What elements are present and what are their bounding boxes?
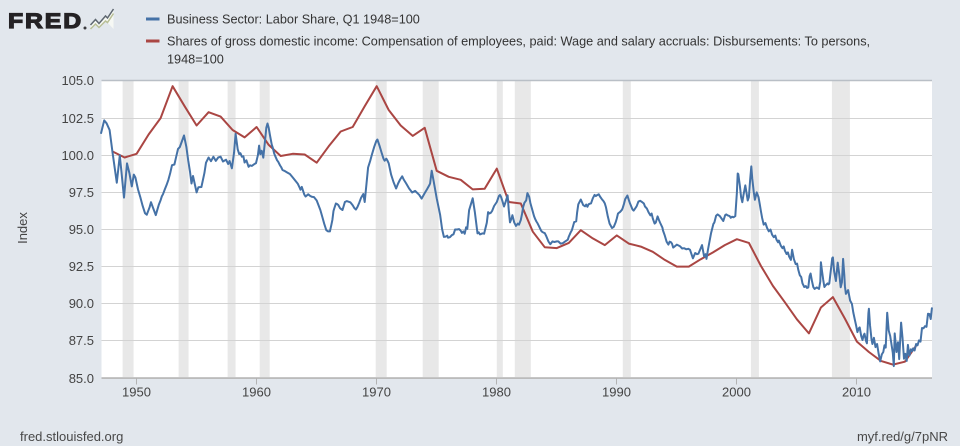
- svg-text:2000: 2000: [722, 385, 751, 400]
- svg-text:myf.red/g/7pNR: myf.red/g/7pNR: [857, 429, 948, 444]
- svg-text:1970: 1970: [362, 385, 391, 400]
- svg-text:Index: Index: [15, 212, 30, 244]
- svg-text:92.5: 92.5: [69, 259, 94, 274]
- svg-text:FRED: FRED: [8, 9, 83, 33]
- svg-text:1950: 1950: [122, 385, 151, 400]
- svg-text:2010: 2010: [842, 385, 871, 400]
- svg-text:90.0: 90.0: [69, 296, 94, 311]
- svg-text:100.0: 100.0: [61, 148, 94, 163]
- svg-text:1948=100: 1948=100: [167, 53, 224, 67]
- svg-text:Business Sector: Labor Share,: Business Sector: Labor Share, Q1 1948=10…: [167, 13, 420, 27]
- svg-text:105.0: 105.0: [61, 73, 94, 88]
- svg-text:95.0: 95.0: [69, 222, 94, 237]
- svg-text:102.5: 102.5: [61, 111, 94, 126]
- svg-text:1960: 1960: [242, 385, 271, 400]
- svg-text:97.5: 97.5: [69, 185, 94, 200]
- svg-text:1990: 1990: [602, 385, 631, 400]
- svg-text:fred.stlouisfed.org: fred.stlouisfed.org: [20, 429, 123, 444]
- svg-text:1980: 1980: [482, 385, 511, 400]
- svg-text:85.0: 85.0: [69, 371, 94, 386]
- svg-text:87.5: 87.5: [69, 333, 94, 348]
- svg-text:Shares of gross domestic incom: Shares of gross domestic income: Compens…: [167, 35, 870, 49]
